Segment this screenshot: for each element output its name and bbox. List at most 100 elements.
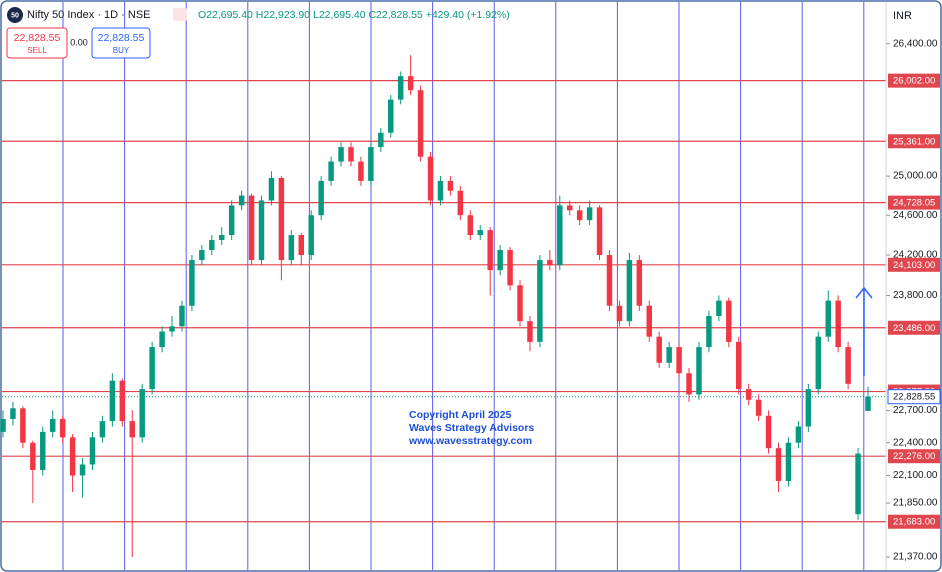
candle-body — [606, 255, 613, 306]
candle-body — [497, 250, 503, 271]
candle-body — [437, 180, 444, 201]
candle-body — [119, 380, 126, 422]
logo — [7, 7, 23, 23]
level-tag — [888, 514, 940, 529]
y-tick-label: 23,800.00 — [893, 290, 938, 301]
candle-body — [189, 260, 195, 306]
candle-body — [228, 205, 235, 236]
candle-body — [696, 347, 702, 395]
y-tick-label: 26,400.00 — [893, 38, 938, 49]
level-label: 26,002.00 — [893, 76, 935, 87]
level-tag — [888, 73, 940, 88]
candle-body — [169, 326, 175, 332]
candle-body — [258, 200, 265, 261]
candle-body — [99, 421, 106, 438]
candle-body — [537, 260, 543, 342]
candle-body — [825, 300, 831, 337]
candle-body — [358, 161, 364, 181]
watermark: www.wavesstrategy.com — [408, 435, 532, 447]
candle-body — [238, 195, 245, 206]
level-label: 24,103.00 — [893, 260, 935, 271]
candle-body — [40, 431, 46, 470]
candle-body — [427, 156, 434, 201]
level-tag — [888, 195, 940, 210]
candle-body — [308, 215, 314, 256]
buy-label: BUY — [113, 46, 130, 55]
candle-body — [686, 373, 692, 395]
candle-body — [457, 190, 464, 216]
candle-body — [248, 195, 255, 261]
candle-body — [388, 99, 394, 133]
candle-body — [835, 300, 841, 348]
candle-body — [775, 448, 782, 481]
candle-body — [805, 389, 812, 427]
buy-button[interactable] — [91, 27, 151, 59]
level-tag — [888, 257, 940, 272]
candle-body — [527, 321, 533, 342]
level-label: 23,486.00 — [893, 323, 935, 334]
candle-body — [507, 250, 513, 286]
arrow-head — [855, 286, 873, 299]
buy-price: 22,828.55 — [98, 32, 145, 44]
candle-body — [318, 180, 324, 216]
level-label: 21,683.00 — [893, 517, 935, 528]
y-tick-label: 21,370.00 — [893, 552, 938, 563]
candle-body — [795, 426, 802, 443]
sell-price: 22,828.55 — [14, 32, 61, 44]
candle-body — [706, 316, 712, 348]
candle-body — [30, 442, 36, 470]
ohlc: O22,695.40 H22,923.90 L22,695.40 C22,828… — [198, 9, 510, 21]
candle-body — [159, 331, 165, 348]
y-tick-label: 22,100.00 — [893, 470, 938, 481]
candle-body — [10, 408, 16, 419]
candle-body — [129, 421, 135, 438]
candle-body — [815, 336, 822, 390]
sell-button[interactable] — [6, 27, 68, 59]
y-tick-label: 24,200.00 — [893, 250, 938, 261]
candle-body — [407, 76, 414, 91]
candle-body — [636, 260, 643, 306]
candle-body — [397, 76, 404, 100]
candle-body — [20, 408, 26, 443]
candle-body — [0, 418, 6, 432]
candle-body — [477, 230, 483, 236]
candle-body — [596, 207, 603, 256]
level-tag — [888, 320, 940, 335]
candle-body — [676, 347, 682, 374]
logo-text: 50 — [11, 12, 19, 19]
sell-label: SELL — [27, 46, 47, 55]
candle-body — [109, 380, 116, 422]
candle-body — [716, 300, 722, 317]
candle-body — [219, 235, 225, 241]
candle-body — [586, 207, 593, 221]
candle-body — [736, 341, 742, 390]
candle-body — [576, 210, 583, 221]
candle-body — [616, 305, 623, 322]
candle-body — [666, 347, 672, 363]
candle-body — [79, 464, 86, 476]
candle-body — [626, 260, 633, 322]
candle-body — [447, 180, 454, 191]
candle-body — [557, 205, 563, 266]
level-label: 25,361.00 — [893, 136, 935, 147]
candle-body — [745, 389, 752, 400]
candle-body — [855, 453, 861, 515]
candle-body — [417, 90, 424, 157]
candle-body — [149, 347, 155, 390]
symbol[interactable]: Nifty 50 Index · 1D · NSE — [27, 9, 151, 21]
y-tick-label: 22,700.00 — [893, 405, 938, 416]
plot-area — [0, 2, 886, 570]
watermark: Waves Strategy Advisors — [409, 422, 534, 434]
candle-body — [785, 442, 792, 481]
flag[interactable] — [173, 8, 187, 21]
candle-body — [288, 235, 295, 261]
candle-body — [199, 250, 205, 261]
candle-body — [547, 260, 553, 266]
candle-body — [487, 230, 493, 271]
candle-body — [656, 336, 662, 363]
spread: 0.00 — [70, 37, 88, 47]
level-label: 22,276.00 — [893, 451, 935, 462]
candle-body — [765, 415, 772, 449]
level-label: 24,728.05 — [893, 198, 935, 209]
